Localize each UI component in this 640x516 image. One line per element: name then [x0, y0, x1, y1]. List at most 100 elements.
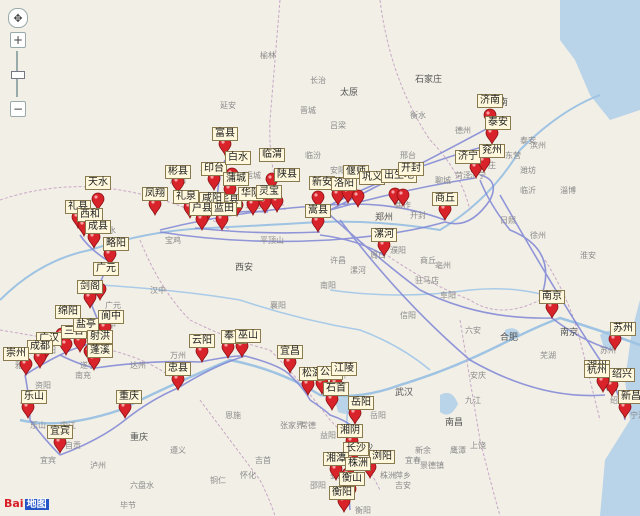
marker-label[interactable]: 洛阳	[331, 177, 357, 191]
base-place-label: 宝鸡	[165, 236, 181, 245]
marker-label[interactable]: 盐亭	[73, 318, 99, 332]
marker-label[interactable]: 南京	[539, 290, 565, 304]
zoom-in-button[interactable]: +	[10, 32, 26, 48]
marker-label[interactable]: 开封	[398, 162, 424, 176]
map-pin-icon[interactable]	[311, 190, 325, 210]
base-place-label: 广元	[105, 301, 121, 310]
marker-label[interactable]: 崇州	[3, 347, 29, 361]
marker-label[interactable]: 礼泉	[173, 190, 199, 204]
marker-label[interactable]: 济南	[477, 94, 503, 108]
marker-label[interactable]: 天水	[85, 176, 111, 190]
base-place-label: 开封	[410, 211, 426, 220]
marker-label[interactable]: 兖州	[479, 144, 505, 158]
logo-text: Bai	[4, 497, 24, 510]
marker-label[interactable]: 绍兴	[609, 368, 635, 382]
base-place-label: 聊城	[435, 176, 451, 185]
marker-label[interactable]: 济宁	[455, 150, 481, 164]
base-place-label: 宁波	[630, 411, 640, 420]
marker-label[interactable]: 泰安	[485, 116, 511, 130]
marker-label[interactable]: 西和	[77, 208, 103, 222]
base-place-label: 榆林	[260, 51, 276, 60]
base-place-label: 新余	[415, 446, 431, 455]
marker-label[interactable]: 商丘	[432, 192, 458, 206]
base-place-label: 上饶	[470, 441, 486, 450]
marker-label[interactable]: 忠县	[165, 362, 191, 376]
marker-label[interactable]: 灵宝	[256, 185, 282, 199]
marker-label[interactable]: 蓝田	[211, 202, 237, 216]
map-pin-icon[interactable]	[396, 188, 410, 208]
base-place-label: 邢台	[400, 151, 416, 160]
base-place-label: 安阳	[330, 166, 346, 175]
base-place-label: 毕节	[120, 501, 136, 510]
marker-label[interactable]: 新昌	[618, 390, 640, 404]
zoom-slider[interactable]	[11, 51, 25, 97]
marker-label[interactable]: 阆中	[98, 310, 124, 324]
marker-label[interactable]: 巫山	[235, 329, 261, 343]
base-place-label: 鹰潭	[450, 446, 466, 455]
marker-label[interactable]: 广元	[93, 262, 119, 276]
marker-label[interactable]: 宜昌	[277, 345, 303, 359]
marker-label[interactable]: 株洲	[345, 457, 371, 471]
base-place-label: 乐山	[30, 421, 46, 430]
base-place-label: 淄博	[560, 186, 576, 195]
base-place-label: 临汾	[305, 151, 321, 160]
marker-label[interactable]: 白水	[225, 151, 251, 165]
marker-label[interactable]: 户县	[189, 202, 215, 216]
marker-label[interactable]: 云阳	[189, 334, 215, 348]
marker-label[interactable]: 衡山	[339, 472, 365, 486]
base-place-label: 南昌	[445, 418, 464, 428]
map-navigation-control: ✥ + −	[8, 8, 28, 117]
pan-control-icon[interactable]: ✥	[8, 8, 28, 28]
marker-label[interactable]: 成县	[85, 220, 111, 234]
marker-label[interactable]: 绵阳	[55, 305, 81, 319]
base-place-label: 运城	[245, 171, 261, 180]
marker-label[interactable]: 湘阴	[337, 424, 363, 438]
base-place-label: 南京	[560, 328, 579, 338]
marker-label[interactable]: 苏州	[610, 322, 636, 336]
base-place-label: 九江	[465, 396, 481, 405]
marker-label[interactable]: 重庆	[116, 390, 142, 404]
base-place-label: 东营	[505, 151, 521, 160]
base-place-label: 襄阳	[270, 301, 286, 310]
marker-label[interactable]: 衡阳	[329, 486, 355, 500]
marker-label[interactable]: 射洪	[87, 330, 113, 344]
marker-label[interactable]: 临渭	[259, 148, 285, 162]
marker-label[interactable]: 剑阁	[77, 280, 103, 294]
bohai-sea	[560, 0, 640, 120]
zoom-out-button[interactable]: −	[10, 101, 26, 117]
base-place-label: 六盘水	[130, 481, 154, 490]
marker-label[interactable]: 漯河	[371, 228, 397, 242]
poyang-lake	[440, 392, 458, 415]
chaohu-lake	[505, 328, 520, 338]
map-pin-icon[interactable]	[91, 192, 105, 212]
marker-label[interactable]: 宜宾	[47, 425, 73, 439]
marker-label[interactable]: 乐山	[21, 390, 47, 404]
base-place-label: 泸州	[90, 461, 106, 470]
marker-label[interactable]: 成都	[27, 340, 53, 354]
marker-label[interactable]: 略阳	[103, 237, 129, 251]
base-place-label: 驻马店	[415, 276, 439, 285]
map-pin-icon[interactable]	[351, 189, 365, 209]
marker-label[interactable]: 杭州	[584, 364, 610, 378]
marker-label[interactable]: 浏阳	[369, 450, 395, 464]
marker-label[interactable]: 印台	[201, 162, 227, 176]
baidu-map-logo[interactable]: Bai 地图	[4, 495, 49, 510]
base-place-label: 衡阳	[355, 506, 371, 515]
marker-label[interactable]: 凤翔	[142, 187, 168, 201]
marker-label[interactable]: 陕县	[274, 168, 300, 182]
marker-label[interactable]: 江陵	[331, 362, 357, 376]
base-place-label: 益阳	[320, 431, 336, 440]
marker-label[interactable]: 蓬溪	[87, 344, 113, 358]
marker-label[interactable]: 蒲城	[223, 172, 249, 186]
marker-label[interactable]: 富县	[212, 127, 238, 141]
base-place-label: 济宁	[470, 171, 486, 180]
marker-label[interactable]: 岳阳	[348, 396, 374, 410]
base-place-label: 延安	[220, 101, 236, 110]
marker-label[interactable]: 嵩县	[305, 204, 331, 218]
marker-label[interactable]: 彬县	[165, 165, 191, 179]
base-place-label: 日照	[500, 216, 516, 225]
marker-label[interactable]: 长沙	[343, 442, 369, 456]
zoom-slider-thumb[interactable]	[11, 71, 25, 79]
marker-label[interactable]: 石首	[323, 382, 349, 396]
